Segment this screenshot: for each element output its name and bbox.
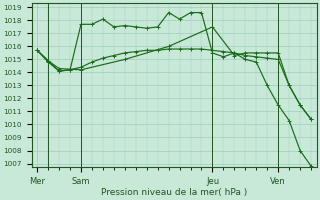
X-axis label: Pression niveau de la mer( hPa ): Pression niveau de la mer( hPa ) [101,188,247,197]
